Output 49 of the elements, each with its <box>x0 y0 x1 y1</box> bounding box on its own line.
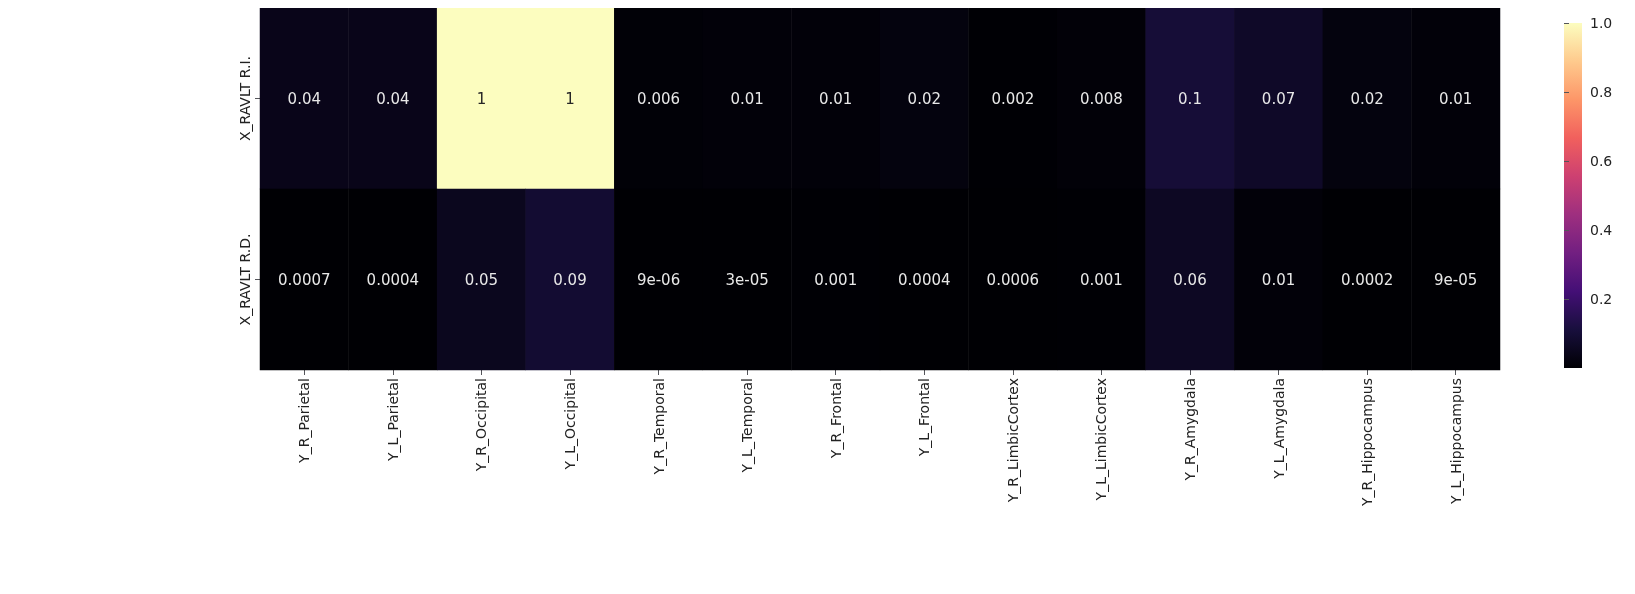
x-tick-label: Y_R_Occipital <box>473 378 490 473</box>
data-label: 0.0006 <box>986 270 1040 289</box>
x-tick-label: Y_R_Hippocampus <box>1359 378 1376 508</box>
data-label: 0.006 <box>637 89 681 108</box>
data-label: 1 <box>565 89 575 108</box>
x-tick-label: Y_L_Amygdala <box>1270 378 1287 480</box>
data-label: 9e-05 <box>1434 270 1478 289</box>
data-label: 0.1 <box>1178 89 1202 108</box>
x-tick-label: Y_R_Parietal <box>296 378 313 464</box>
data-label: 0.001 <box>814 270 858 289</box>
data-label: 9e-06 <box>636 270 681 289</box>
y-tick-label: X_RAVLT R.I. <box>237 55 253 142</box>
data-label: 0.06 <box>1173 270 1207 289</box>
x-tick-label: Y_L_Hippocampus <box>1447 378 1464 506</box>
color-bar-label: 1.0 <box>1590 15 1613 31</box>
color-bar-label: 0.2 <box>1590 291 1613 307</box>
data-label: 0.05 <box>464 270 499 289</box>
data-label: 0.09 <box>553 270 587 289</box>
data-label: 1 <box>476 89 487 108</box>
data-label: 0.0002 <box>1340 270 1394 289</box>
data-label: 0.01 <box>1439 89 1473 108</box>
x-tick-label: Y_R_Amygdala <box>1182 378 1198 482</box>
x-tick-label: Y_L_Frontal <box>916 378 933 458</box>
data-label: 0.0004 <box>366 270 420 289</box>
color-bar-label: 0.6 <box>1590 153 1613 169</box>
data-label: 0.01 <box>819 89 853 108</box>
x-tick-label: Y_R_Temporal <box>650 378 667 476</box>
data-label: 0.01 <box>1261 270 1296 289</box>
y-tick-label: X_RAVLT R.D. <box>237 233 253 326</box>
x-tick-label: Y_L_LimbicCortex <box>1093 378 1110 502</box>
color-bar-label: 0.8 <box>1590 84 1613 100</box>
data-label: 0.07 <box>1261 89 1296 108</box>
data-label: 0.02 <box>1350 89 1384 108</box>
data-label: 0.001 <box>1079 270 1123 289</box>
data-label: 0.04 <box>376 89 410 108</box>
data-label: 0.008 <box>1079 89 1123 108</box>
x-tick-label: Y_L_Temporal <box>739 378 756 474</box>
data-label: 3e-05 <box>725 270 769 289</box>
x-tick-label: Y_R_Frontal <box>827 378 844 460</box>
color-bar-label: 0.4 <box>1590 222 1613 238</box>
data-label: 0.02 <box>907 89 941 108</box>
data-label: 0.002 <box>991 89 1035 108</box>
data-label: 0.01 <box>730 89 764 108</box>
x-tick-label: Y_R_LimbicCortex <box>1004 378 1021 504</box>
data-label: 0.0004 <box>898 270 951 289</box>
data-label: 0.0007 <box>278 270 331 289</box>
x-tick-label: Y_L_Occipital <box>562 378 578 471</box>
data-label: 0.04 <box>287 89 321 108</box>
x-tick-label: Y_L_Parietal <box>384 378 401 462</box>
